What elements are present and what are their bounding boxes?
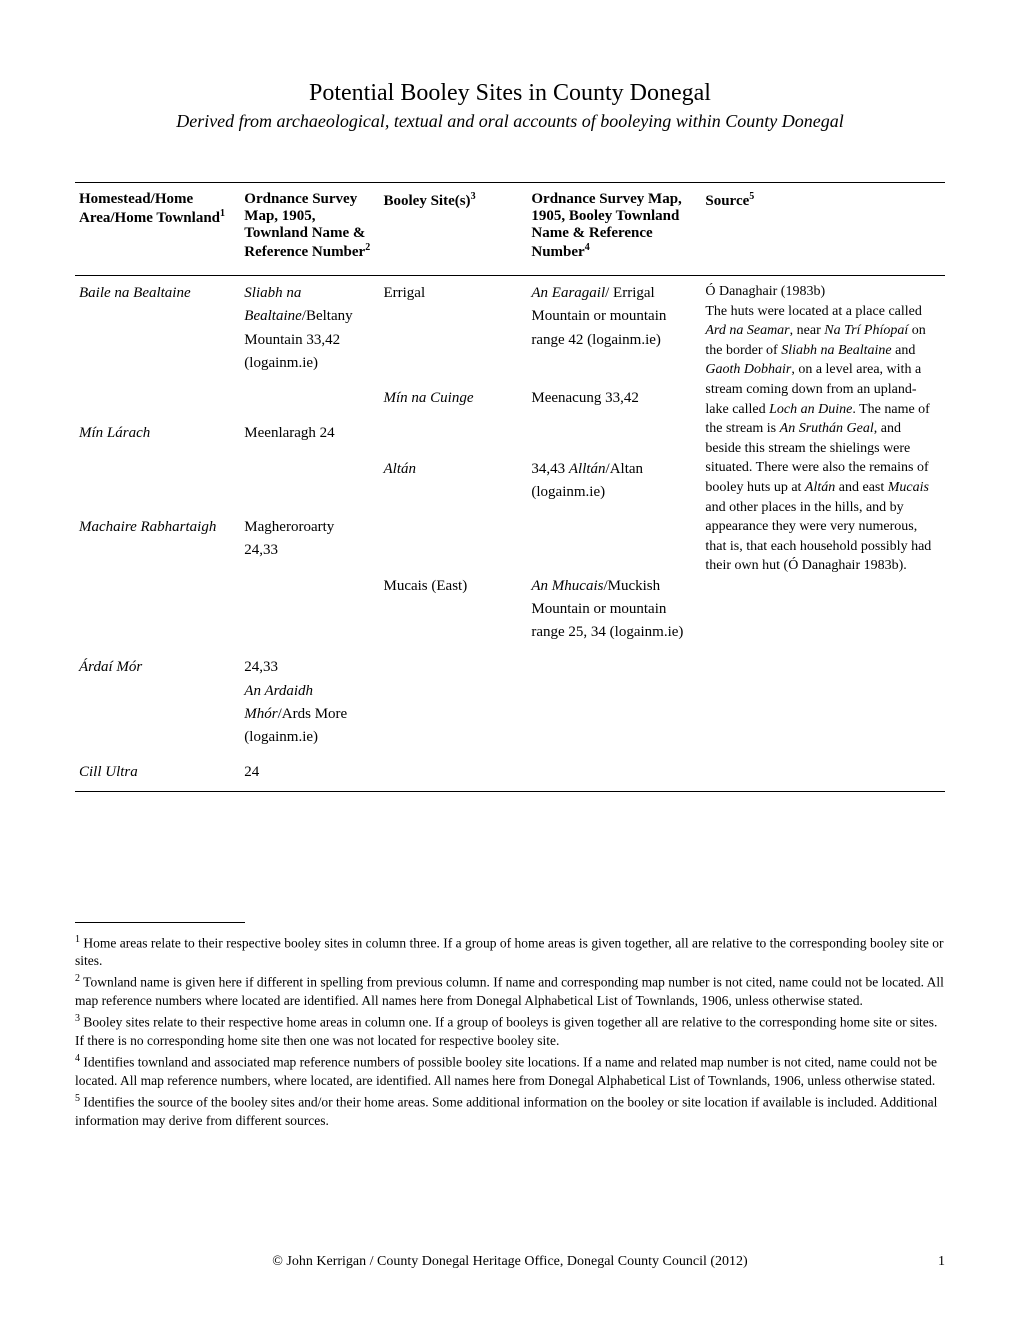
cell-homestead: Machaire Rabhartaigh (75, 510, 240, 569)
header-homestead: Homestead/Home Area/Home Townland1 (75, 183, 240, 276)
cell-osmap-townland: Magheroroarty 24,33 (240, 510, 379, 569)
cell-osmap-booley (527, 510, 701, 569)
footnote-1-sup: 1 (75, 934, 80, 945)
footnote-2-sup: 2 (75, 973, 80, 984)
cell-booley-site: Mucais (East) (379, 569, 527, 651)
footnote-5: 5 Identifies the source of the booley si… (75, 1092, 945, 1130)
footnote-4-sup: 4 (75, 1053, 80, 1064)
cell-osmap-booley (527, 650, 701, 755)
header-booley-site-text: Booley Site(s) (383, 193, 470, 209)
cell-osmap-booley: An Mhucais/Muckish Mountain or mountain … (527, 569, 701, 651)
footnotes-separator (75, 922, 245, 923)
page-title: Potential Booley Sites in County Donegal (75, 80, 945, 107)
header-osmap-townland: Ordnance Survey Map, 1905, Townland Name… (240, 183, 379, 276)
cell-booley-site: Mín na Cuinge (379, 381, 527, 416)
header-osmap-booley: Ordnance Survey Map, 1905, Booley Townla… (527, 183, 701, 276)
page-footer: © John Kerrigan / County Donegal Heritag… (0, 1254, 1020, 1270)
table-body: Baile na BealtaineSliabh na Bealtaine/Be… (75, 276, 945, 792)
cell-homestead: Baile na Bealtaine (75, 276, 240, 382)
cell-booley-site: Errigal (379, 276, 527, 382)
footnote-5-sup: 5 (75, 1093, 80, 1104)
header-osmap-townland-sup: 2 (365, 242, 370, 253)
footnotes: 1 Home areas relate to their respective … (75, 933, 945, 1131)
cell-osmap-booley: Meenacung 33,42 (527, 381, 701, 416)
footnote-2-text: Townland name is given here if different… (75, 975, 944, 1008)
header-homestead-text: Homestead/Home Area/Home Townland (79, 191, 220, 226)
footer-pagenum: 1 (925, 1254, 945, 1270)
cell-booley-site (379, 416, 527, 451)
cell-osmap-townland (240, 452, 379, 511)
cell-osmap-townland: Meenlaragh 24 (240, 416, 379, 451)
header-homestead-sup: 1 (220, 208, 225, 219)
cell-booley-site (379, 650, 527, 755)
footnote-1-text: Home areas relate to their respective bo… (75, 935, 944, 968)
header-booley-site-sup: 3 (471, 191, 476, 202)
footnote-5-text: Identifies the source of the booley site… (75, 1095, 937, 1128)
footnote-3-text: Booley sites relate to their respective … (75, 1015, 937, 1048)
cell-booley-site (379, 510, 527, 569)
cell-osmap-townland (240, 381, 379, 416)
footer-copyright: © John Kerrigan / County Donegal Heritag… (95, 1254, 925, 1270)
cell-homestead: Árdaí Mór (75, 650, 240, 755)
header-booley-site: Booley Site(s)3 (379, 183, 527, 276)
footer-spacer (75, 1254, 95, 1270)
booley-table: Homestead/Home Area/Home Townland1 Ordna… (75, 182, 945, 792)
header-source: Source5 (701, 183, 945, 276)
cell-osmap-townland: Sliabh na Bealtaine/Beltany Mountain 33,… (240, 276, 379, 382)
footnote-4: 4 Identifies townland and associated map… (75, 1052, 945, 1090)
cell-osmap-booley: An Earagail/ Errigal Mountain or mountai… (527, 276, 701, 382)
cell-osmap-booley (527, 416, 701, 451)
header-osmap-booley-text: Ordnance Survey Map, 1905, Booley Townla… (531, 191, 681, 260)
cell-osmap-booley: 34,43 Alltán/Altan (logainm.ie) (527, 452, 701, 511)
table-header-row: Homestead/Home Area/Home Townland1 Ordna… (75, 183, 945, 276)
cell-homestead: Cill Ultra (75, 755, 240, 791)
cell-homestead (75, 452, 240, 511)
header-source-text: Source (705, 193, 749, 209)
header-source-sup: 5 (749, 191, 754, 202)
footnote-1: 1 Home areas relate to their respective … (75, 933, 945, 971)
footnote-2: 2 Townland name is given here if differe… (75, 972, 945, 1010)
cell-homestead: Mín Lárach (75, 416, 240, 451)
footnote-3-sup: 3 (75, 1013, 80, 1024)
cell-osmap-townland (240, 569, 379, 651)
cell-osmap-townland: 24,33An Ardaidh Mhór/Ards More (logainm.… (240, 650, 379, 755)
footnote-3: 3 Booley sites relate to their respectiv… (75, 1012, 945, 1050)
cell-booley-site (379, 755, 527, 791)
cell-homestead (75, 569, 240, 651)
footnote-4-text: Identifies townland and associated map r… (75, 1055, 937, 1088)
table-row: Baile na BealtaineSliabh na Bealtaine/Be… (75, 276, 945, 382)
page-subtitle: Derived from archaeological, textual and… (75, 111, 945, 132)
cell-osmap-townland: 24 (240, 755, 379, 791)
cell-source: Ó Danaghair (1983b)The huts were located… (701, 276, 945, 792)
cell-osmap-booley (527, 755, 701, 791)
header-osmap-booley-sup: 4 (585, 242, 590, 253)
header-osmap-townland-text: Ordnance Survey Map, 1905, Townland Name… (244, 191, 365, 260)
cell-homestead (75, 381, 240, 416)
cell-booley-site: Altán (379, 452, 527, 511)
